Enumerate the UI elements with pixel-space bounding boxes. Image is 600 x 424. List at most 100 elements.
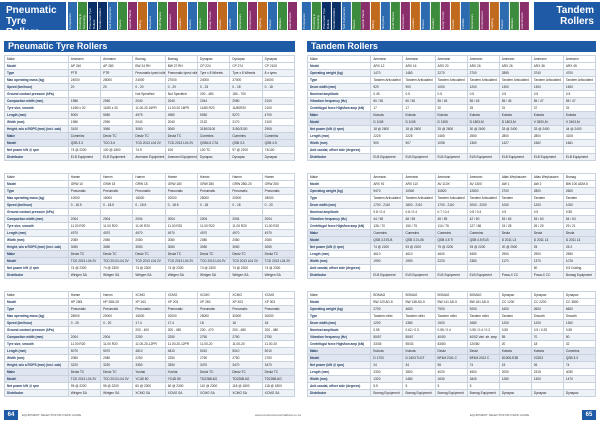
category-tab[interactable]: Compaction <box>302 2 311 30</box>
table-cell: 2700 <box>498 187 532 195</box>
category-tab[interactable]: Cold Planers <box>391 2 401 30</box>
table-cell: XCMG SA <box>197 389 231 397</box>
table-cell: 32 <box>562 340 597 348</box>
category-tab[interactable]: Recyclers <box>381 2 391 30</box>
manufacturer-header: Dynapac <box>562 291 597 299</box>
table-cell: Tandem Articulated <box>530 76 564 84</box>
table-cell: 2080 <box>67 354 102 362</box>
table-cell: 2800 <box>402 368 436 376</box>
category-tab[interactable]: Graders <box>198 2 207 30</box>
table-cell: 110 / 75 <box>434 222 468 230</box>
row-label: Distributor <box>4 271 69 279</box>
table-cell: Kubota <box>530 347 564 355</box>
table-cell <box>466 146 500 154</box>
table-cell: 1076 <box>562 257 597 265</box>
category-tab[interactable]: Cranes <box>450 2 460 30</box>
row-label: Model <box>4 62 69 70</box>
category-tab[interactable]: Pneumatic Tyre Rollers <box>321 2 331 30</box>
category-tab[interactable]: Pneumatic Tyre Rollers <box>88 2 97 30</box>
category-tab[interactable]: Dump Trucks <box>440 2 450 30</box>
category-tab[interactable]: Excavators <box>401 2 410 30</box>
category-tab[interactable]: Milling <box>138 2 147 30</box>
category-tab[interactable]: Welders <box>278 2 287 30</box>
table-cell: 2225 <box>402 132 436 140</box>
table-row: Height, w/o a ROPS (mm) (incl. cab) 3100 3… <box>4 125 296 133</box>
category-tab[interactable]: Compaction <box>68 2 77 30</box>
category-tab[interactable]: Recyclers <box>148 2 157 30</box>
table-row: Centrifugal force High/low amp (kN) 17 17 2… <box>306 104 597 112</box>
category-tab[interactable]: Compressors <box>480 2 490 30</box>
row-label: Width (mm) <box>306 257 372 265</box>
table-cell: TCD 2013 L04 2V <box>132 139 166 147</box>
table-row: Tyre size, smooth 11.00 R20 11.00 R20 11.00… <box>4 340 296 348</box>
category-tab[interactable]: Dump Trucks <box>208 2 217 30</box>
category-tab[interactable]: Pumps <box>268 2 277 30</box>
category-tab[interactable]: Pavers <box>118 2 127 30</box>
row-label: Model <box>306 118 372 126</box>
category-tab[interactable]: Graders <box>430 2 440 30</box>
row-label: Distributor <box>306 271 372 279</box>
manufacturer-header: BOMAG <box>434 291 468 299</box>
table-cell: Deutz TC <box>132 250 166 258</box>
category-tab[interactable]: Tandem Rollers <box>98 2 107 30</box>
table-row: Model BW 120 AD-5 BW 138 AD-5 BW 141 AD-5 BW… <box>306 298 597 306</box>
table-cell: Wirtgen SA <box>67 389 102 397</box>
table-cell: 1470 <box>562 375 597 383</box>
table-cell: 5070 <box>67 347 102 355</box>
table-cell <box>498 146 532 154</box>
table-cell: 3060 <box>132 125 166 133</box>
category-tab[interactable]: Soil Compactors <box>108 2 117 30</box>
table-cell: 0 - 18.5 <box>164 201 199 209</box>
table-cell: 74 @ 2200 <box>67 146 102 154</box>
category-tab[interactable]: Crushing & Screening <box>311 2 321 30</box>
table-row: Width (mm) 1320 1480 1630 1840 1280 1300 1470 <box>306 375 597 383</box>
table-cell: Tandem <box>530 194 564 202</box>
category-tab[interactable]: Asphalt Plants <box>128 2 137 30</box>
table-cell: Tandem Articulated <box>402 194 436 202</box>
category-tab[interactable]: Forklifts <box>228 2 237 30</box>
table-cell: 2080 <box>261 236 296 244</box>
table-row: Distributor ELB Equipment ELB Equipment ELB… <box>306 271 597 279</box>
table-cell: 50 <box>530 264 564 272</box>
table-cell: 60 / 50 <box>370 97 404 105</box>
table-cell: 0.5 <box>466 90 500 98</box>
category-tab[interactable]: Tandem Rollers <box>331 2 341 30</box>
category-tab[interactable]: Milling <box>371 2 381 30</box>
category-tab[interactable]: Generators <box>470 2 480 30</box>
category-tab[interactable]: Crushing & Screening <box>78 2 87 30</box>
category-tab[interactable]: Attachments <box>519 2 529 30</box>
category-tab[interactable]: Generators <box>238 2 247 30</box>
category-tab[interactable]: Asphalt Plants <box>361 2 371 30</box>
category-tab[interactable]: Forklifts <box>460 2 470 30</box>
table-cell: 11.00 R20 <box>100 222 134 230</box>
category-tab[interactable]: Soil Compactors <box>341 2 351 30</box>
table-cell: 3350 <box>164 361 199 369</box>
category-tab[interactable]: Compressors <box>248 2 257 30</box>
category-tab[interactable]: Loaders <box>410 2 420 30</box>
table-row: Centrifugal force High/low amp (kN) 33/35… <box>306 340 597 348</box>
table-row: Vibration frequency (Hz) 55/57 55/67 40/50 4… <box>306 333 597 341</box>
footer-url[interactable]: www.constructionworldafrica.co.za <box>255 413 301 417</box>
category-tab[interactable]: Loaders <box>178 2 187 30</box>
category-tab[interactable]: Pavers <box>351 2 361 30</box>
table-cell: QSB 4.5 <box>261 139 296 147</box>
table-cell: Cummins <box>466 229 500 237</box>
category-tab[interactable]: Lighting <box>258 2 267 30</box>
table-cell: Cummins <box>261 132 296 140</box>
manufacturer-header: Dynapac <box>229 55 263 63</box>
category-tabs-left: Compaction Crushing & Screening Pneumatic … <box>68 2 298 30</box>
category-tab[interactable]: Pumps <box>500 2 510 30</box>
category-tab[interactable]: Lighting <box>490 2 500 30</box>
table-cell: Cummins <box>197 132 231 140</box>
category-tab[interactable]: Dozers <box>420 2 430 30</box>
category-tab[interactable]: Cranes <box>218 2 227 30</box>
table-cell: 18 @ 2600 <box>402 125 436 133</box>
category-tab[interactable]: Welders <box>510 2 519 30</box>
category-tab[interactable]: Attachments <box>288 2 297 30</box>
category-tab[interactable]: Dozers <box>188 2 197 30</box>
category-tab[interactable]: Excavators <box>168 2 177 30</box>
table-cell: 1200 <box>370 319 404 327</box>
category-tab[interactable]: Cold Planers <box>158 2 167 30</box>
table-cell: 10820 <box>434 187 468 195</box>
table-cell: 2080 <box>229 97 263 105</box>
